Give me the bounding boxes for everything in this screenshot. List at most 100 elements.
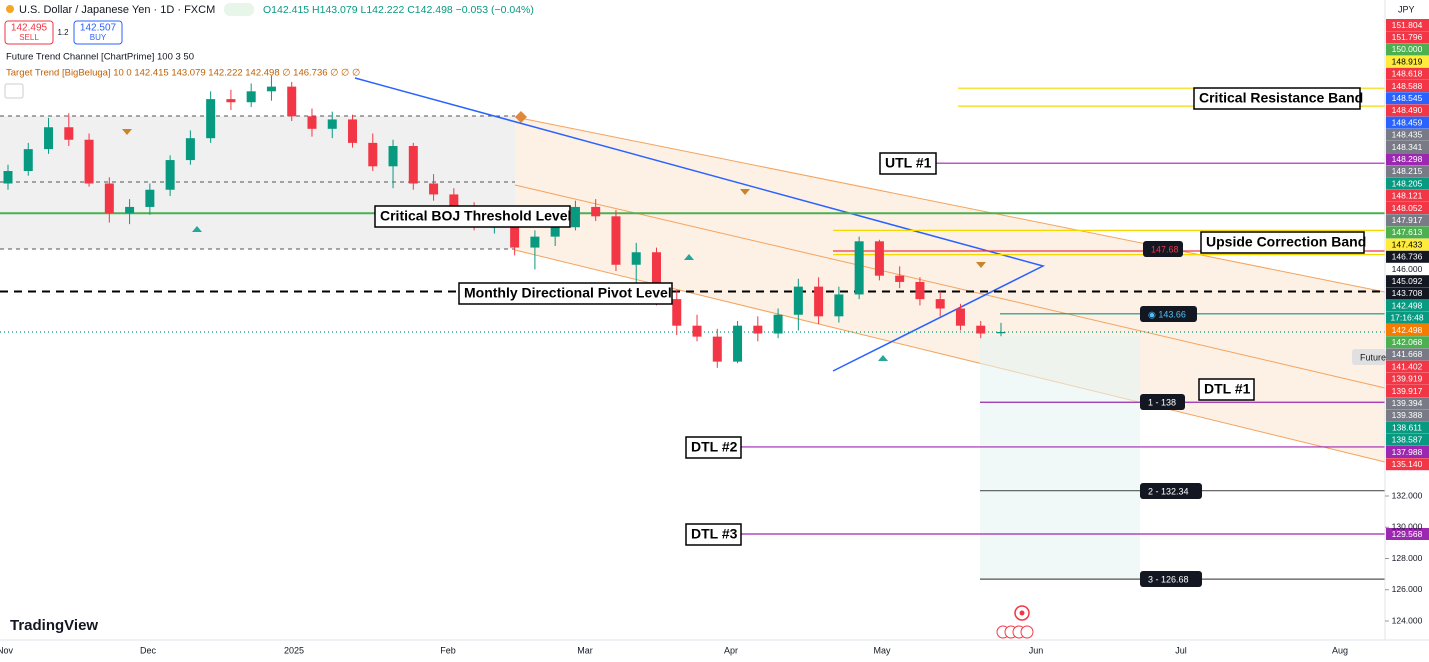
buy-price: 142.507	[80, 23, 117, 34]
price-label-bg	[1386, 153, 1429, 166]
time-label: Jul	[1175, 645, 1187, 655]
candle-body	[84, 139, 94, 184]
price-label-bg	[1386, 92, 1429, 105]
price-label: 147.613	[1392, 227, 1423, 237]
price-label-bg	[1386, 385, 1429, 397]
candle-body	[955, 308, 965, 326]
price-label-bg	[1386, 458, 1429, 471]
candle-body	[651, 252, 661, 300]
candle-body	[510, 217, 520, 248]
price-label: 148.618	[1392, 69, 1423, 79]
price-label-bg	[1386, 67, 1429, 80]
price-label: 142.068	[1392, 337, 1423, 347]
price-label-bg	[1386, 214, 1429, 227]
candle-body	[631, 252, 641, 265]
candle-body	[854, 241, 864, 295]
symbol[interactable]: U.S. Dollar / Japanese Yen · 1D · FXCM	[19, 4, 215, 16]
candle-body	[570, 206, 580, 228]
price-label: 148.459	[1392, 117, 1423, 127]
candle-body	[226, 99, 236, 103]
candle-body	[935, 299, 945, 309]
price-label: 146.000	[1392, 264, 1423, 274]
event-icon[interactable]	[1014, 605, 1030, 621]
price-label-bg	[1386, 397, 1429, 410]
tag: 147.68	[1151, 244, 1179, 254]
price-label: 151.796	[1392, 32, 1423, 42]
time-label: Apr	[724, 645, 738, 655]
candle-body	[773, 314, 783, 334]
price-label-bg	[1386, 31, 1429, 44]
annotation-box	[374, 205, 571, 228]
candle-body	[266, 86, 276, 92]
tag-box	[1140, 571, 1202, 587]
annotation: DTL #1	[1204, 381, 1251, 397]
candle-body	[125, 206, 135, 214]
axis-tick-label: 130.000	[1392, 522, 1423, 532]
price-label-bg	[1386, 446, 1429, 458]
price-label: 139.919	[1392, 374, 1423, 384]
time-label: 2025	[284, 645, 304, 655]
price-label: 147.917	[1392, 215, 1423, 225]
price-label-bg	[1386, 336, 1429, 349]
time-label: May	[873, 645, 891, 655]
buy-button[interactable]	[73, 20, 123, 45]
signal	[122, 129, 132, 135]
annotation: UTL #1	[885, 155, 932, 171]
candle-body	[3, 171, 13, 184]
price-label: 148.341	[1392, 142, 1423, 152]
price-label: 150.000	[1392, 44, 1423, 54]
collapse-button[interactable]	[4, 83, 24, 99]
price-label-bg	[1386, 104, 1429, 117]
tag-box	[1143, 241, 1183, 257]
time-label: Aug	[1332, 645, 1348, 655]
time-label: Mar	[577, 645, 593, 655]
price-label: 139.917	[1392, 386, 1423, 396]
price-label: 147.433	[1392, 239, 1423, 249]
candle-body	[550, 227, 560, 237]
candle-body	[834, 294, 844, 317]
triangle-pattern	[354, 77, 1046, 372]
price-label: 142.498	[1392, 325, 1423, 335]
signal	[740, 189, 750, 195]
channel-line	[514, 184, 1386, 389]
annotation: DTL #2	[691, 439, 738, 455]
candle-body	[388, 146, 398, 167]
candle-body	[23, 149, 33, 171]
candle-body	[145, 189, 155, 207]
time-label: Nov	[0, 645, 13, 655]
indicator[interactable]: Target Trend [BigBeluga] 10 0 142.415 14…	[6, 68, 360, 79]
tag-box	[1140, 394, 1185, 410]
tag-box	[1352, 349, 1386, 365]
annotation-box	[1200, 231, 1365, 254]
event-icons[interactable]	[996, 625, 1034, 639]
annotation: Monthly Directional Pivot Level	[464, 285, 672, 301]
price-label: 138.611	[1392, 422, 1422, 432]
annotation-box	[685, 523, 742, 546]
buy-label: BUY	[90, 33, 107, 42]
price-label-bg	[1386, 360, 1429, 373]
price-label: 148.919	[1392, 56, 1423, 66]
candle-body	[165, 160, 175, 190]
candle-body	[185, 138, 195, 161]
tag: ◉ 143.66	[1148, 309, 1186, 319]
price-label: 148.121	[1392, 191, 1423, 201]
annotation-box	[1193, 87, 1361, 110]
time-label: Dec	[140, 645, 157, 655]
candle-body	[408, 146, 418, 184]
tag: 3 - 126.68	[1148, 574, 1189, 584]
annotation-box	[685, 436, 742, 459]
price-label-bg	[1386, 202, 1429, 214]
candle-body	[530, 236, 540, 248]
indicator[interactable]: Future Trend Channel [ChartPrime] 100 3 …	[6, 52, 194, 63]
signal	[976, 262, 986, 268]
price-label-bg	[1386, 311, 1429, 324]
channel-line	[514, 116, 1386, 293]
sell-button[interactable]	[4, 20, 54, 45]
channel-anchor	[515, 111, 527, 123]
candle-body	[611, 216, 621, 265]
currency[interactable]: JPY	[1398, 4, 1415, 14]
candle-body	[246, 91, 256, 103]
price-label: 138.587	[1392, 435, 1423, 445]
brand: TradingView	[10, 617, 98, 634]
